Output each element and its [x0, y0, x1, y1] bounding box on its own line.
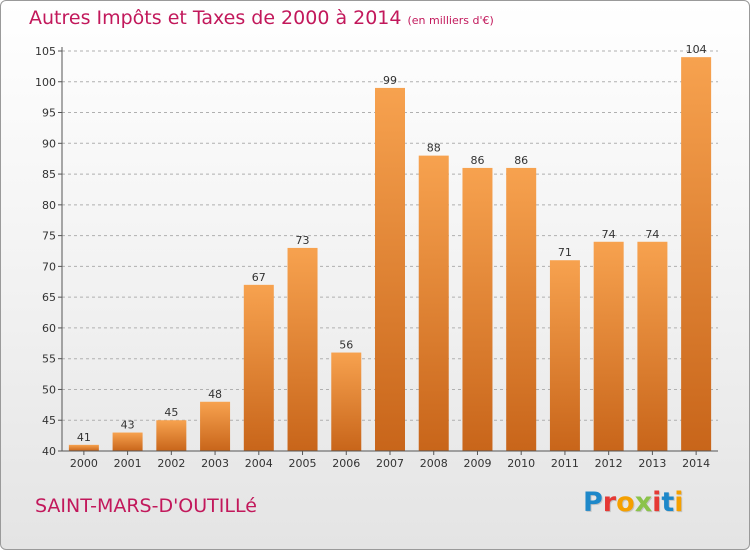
x-tick-label: 2013 [638, 457, 666, 470]
data-label: 48 [208, 388, 222, 401]
bar [287, 247, 318, 451]
bar [506, 167, 537, 451]
y-tick-label: 65 [42, 291, 56, 304]
data-label: 88 [427, 142, 441, 155]
chart-title: Autres Impôts et Taxes de 2000 à 2014 (en… [29, 7, 494, 29]
data-label: 74 [645, 228, 659, 241]
x-tick-label: 2000 [70, 457, 98, 470]
data-label: 56 [339, 339, 353, 352]
x-tick-label: 2007 [376, 457, 404, 470]
logo-letter: P [583, 487, 603, 518]
logo-letter: r [602, 487, 617, 518]
y-tick-label: 90 [42, 137, 56, 150]
data-label: 86 [514, 154, 528, 167]
y-tick-label: 45 [42, 414, 56, 427]
logo-letter: o [616, 487, 635, 518]
bar [418, 155, 449, 451]
y-tick-label: 55 [42, 353, 56, 366]
x-tick-label: 2004 [245, 457, 273, 470]
x-tick-label: 2001 [114, 457, 142, 470]
bar [112, 432, 143, 451]
x-tick-label: 2003 [201, 457, 229, 470]
town-name: SAINT-MARS-D'OUTILLé [35, 495, 257, 517]
x-tick-label: 2012 [595, 457, 623, 470]
y-tick-label: 40 [42, 445, 56, 458]
data-label: 86 [470, 154, 484, 167]
y-tick-label: 80 [42, 199, 56, 212]
y-tick-label: 100 [35, 76, 56, 89]
x-axis: 2000 2001 2002 2003 2004 2005 2006 2007 2008 2009… [62, 450, 718, 470]
data-label: 45 [164, 406, 178, 419]
bar [593, 241, 624, 451]
logo-letter: i [652, 487, 662, 518]
data-label: 74 [602, 228, 616, 241]
bar [331, 352, 362, 451]
bars [68, 57, 712, 452]
bar [243, 284, 274, 451]
x-tick-label: 2009 [463, 457, 491, 470]
x-tick-label: 2002 [157, 457, 185, 470]
bar [549, 260, 580, 451]
data-label: 71 [558, 246, 572, 259]
data-label: 73 [296, 234, 310, 247]
x-tick-label: 2005 [289, 457, 317, 470]
y-tick-label: 60 [42, 322, 56, 335]
bar [156, 420, 187, 451]
proxiti-logo: Proxiti [583, 487, 684, 518]
y-tick-label: 95 [42, 107, 56, 120]
data-label: 41 [77, 431, 91, 444]
data-label: 104 [686, 43, 707, 56]
x-tick-label: 2010 [507, 457, 535, 470]
data-label: 99 [383, 74, 397, 87]
chart-title-text: Autres Impôts et Taxes de 2000 à 2014 [29, 7, 402, 29]
bar [462, 167, 493, 451]
data-labels: 41 43 45 48 67 73 56 99 88 86 86 71 74 74 104 [77, 43, 707, 444]
x-tick-label: 2006 [332, 457, 360, 470]
x-tick-label: 2014 [682, 457, 710, 470]
y-axis: 40 45 50 55 60 65 70 75 80 85 90 95 100 105 [35, 45, 63, 458]
y-tick-label: 50 [42, 383, 56, 396]
chart-subtitle: (en milliers d'€) [407, 14, 494, 27]
logo-letter: i [674, 487, 684, 518]
y-tick-label: 75 [42, 230, 56, 243]
bar [68, 444, 99, 451]
x-tick-label: 2008 [420, 457, 448, 470]
y-tick-label: 85 [42, 168, 56, 181]
data-label: 67 [252, 271, 266, 284]
x-tick-label: 2011 [551, 457, 579, 470]
y-tick-label: 105 [35, 45, 56, 58]
bar [637, 241, 668, 451]
logo-letter: x [634, 487, 653, 518]
y-tick-label: 70 [42, 260, 56, 273]
bar [375, 87, 405, 451]
data-label: 43 [121, 419, 135, 432]
bar [200, 401, 231, 451]
bar [681, 57, 712, 452]
logo-letter: t [661, 487, 675, 518]
